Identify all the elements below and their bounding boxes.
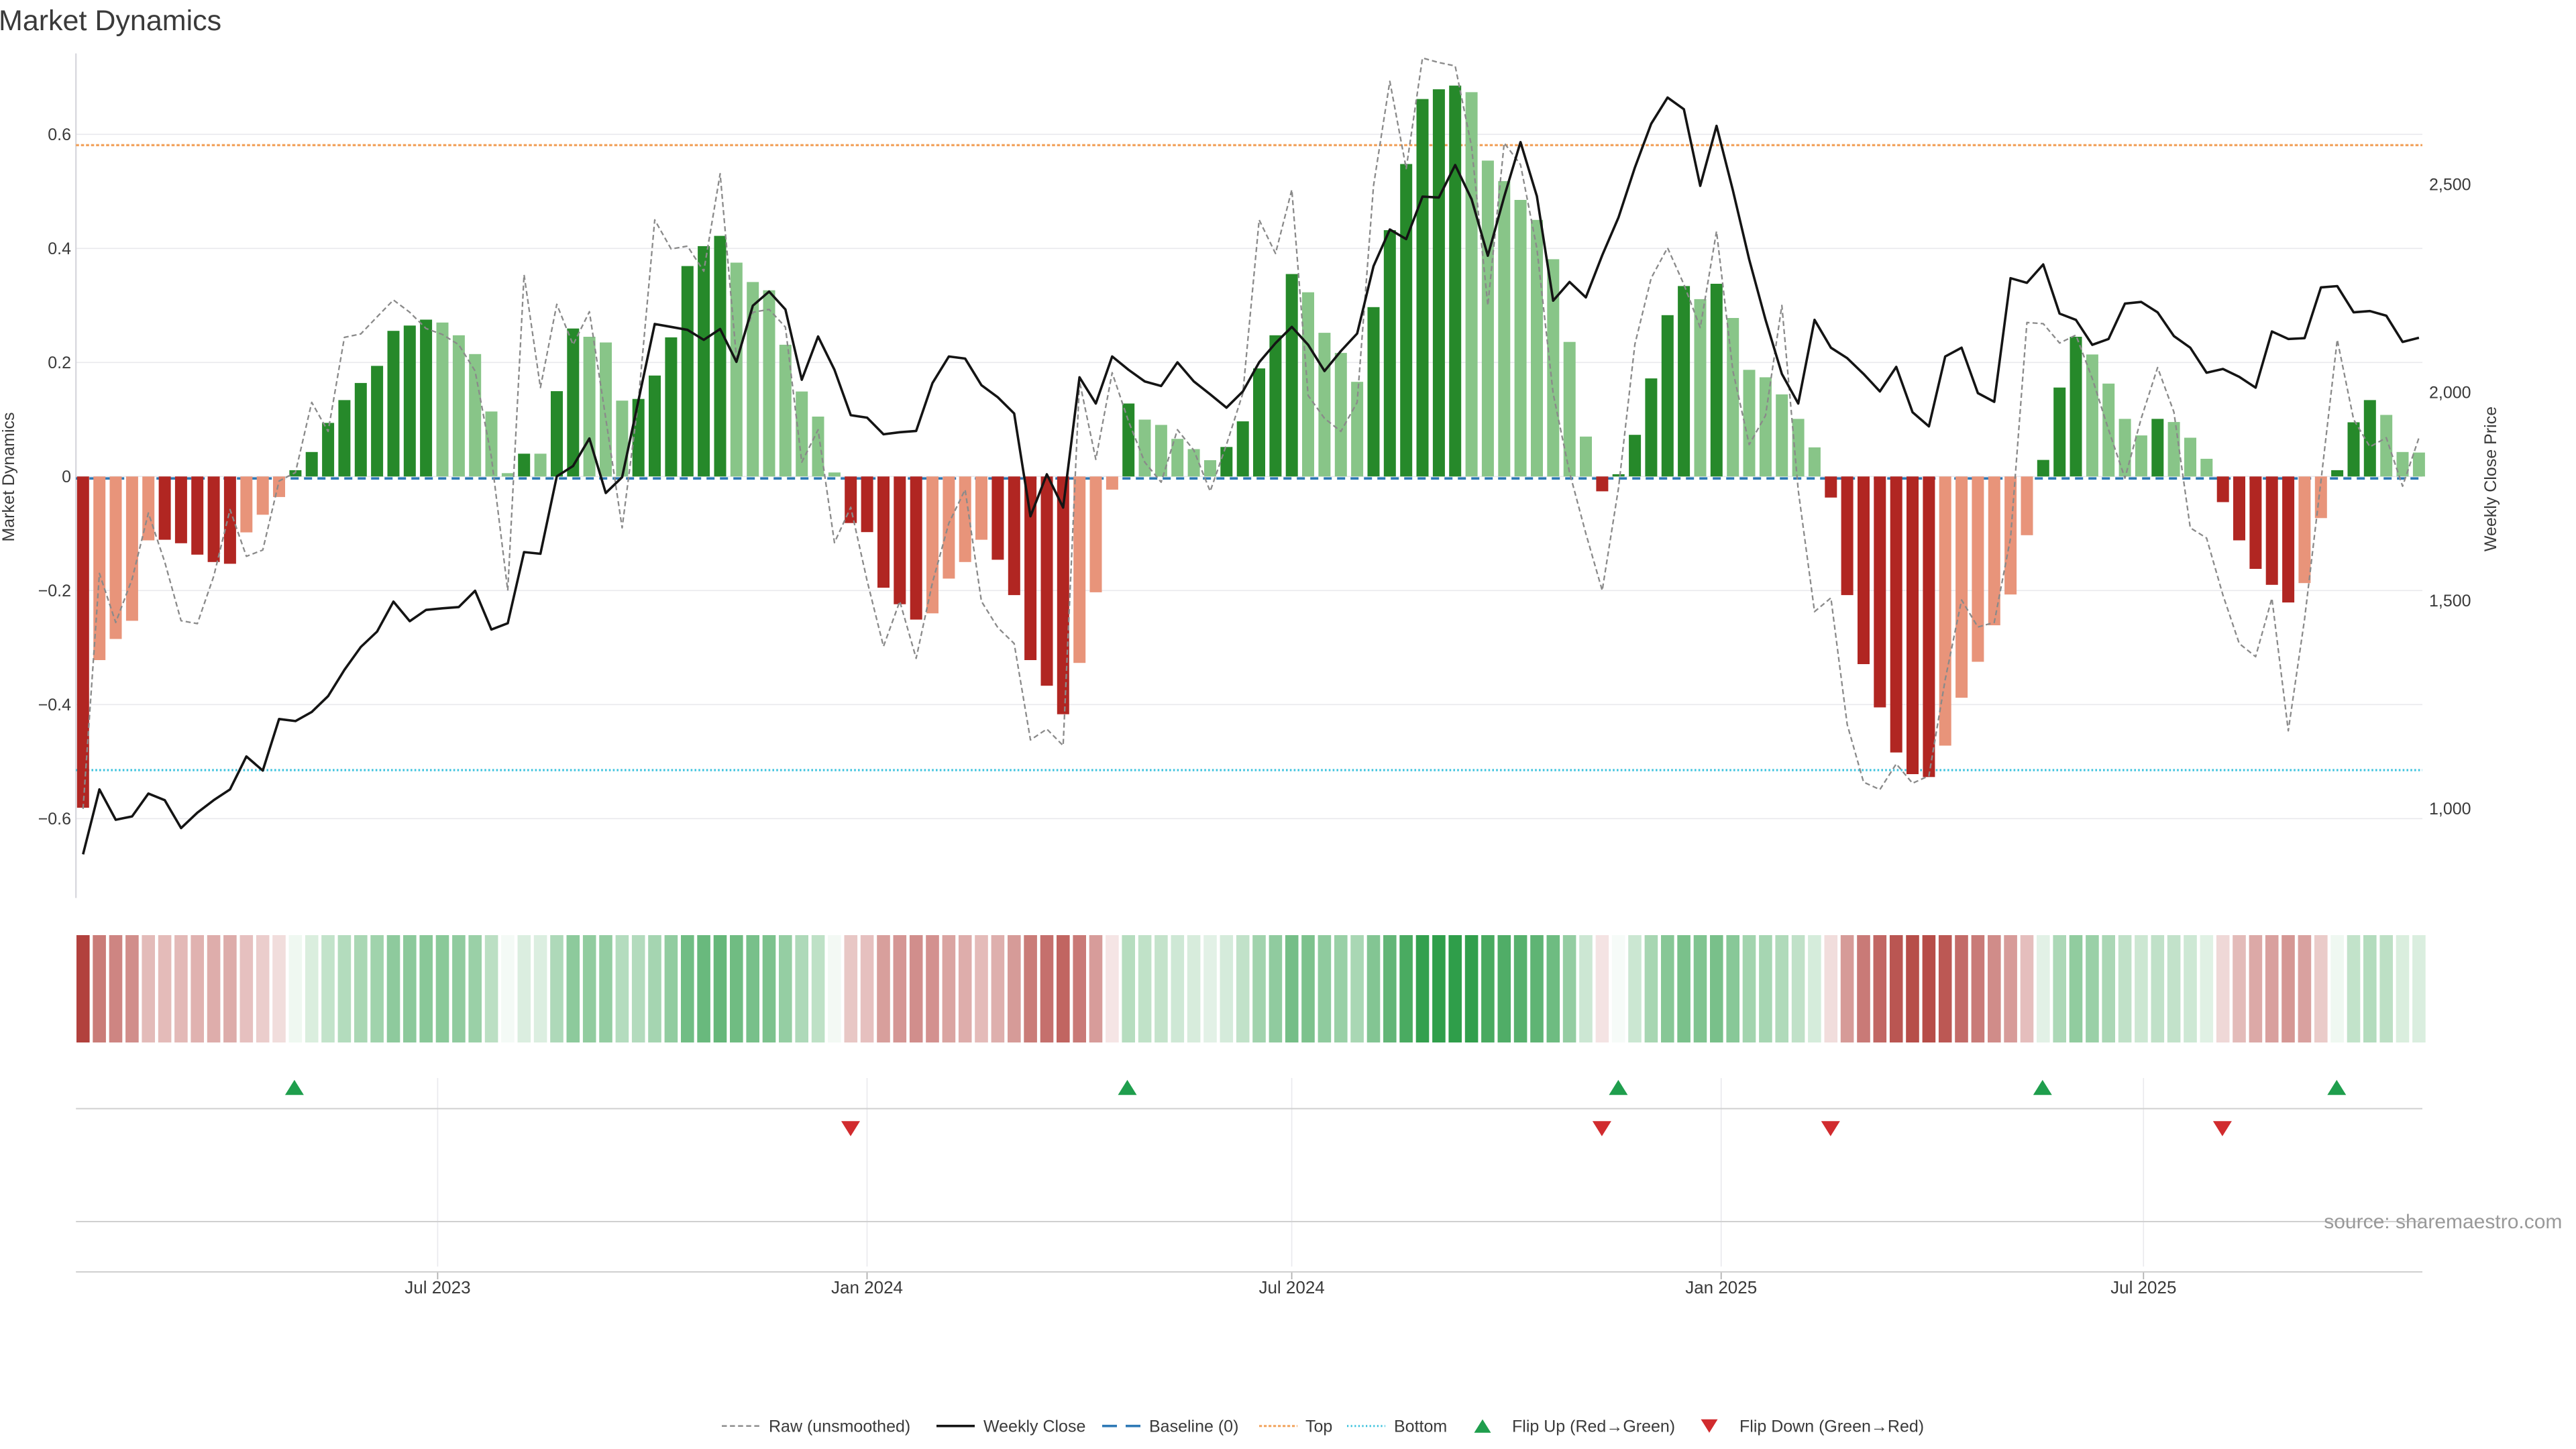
svg-text:Market Dynamics: Market Dynamics [0, 412, 18, 541]
svg-text:Bottom: Bottom [1394, 1417, 1447, 1436]
svg-text:Market Dynamics: Market Dynamics [0, 5, 221, 37]
svg-text:1,500: 1,500 [2429, 592, 2471, 610]
svg-text:0.6: 0.6 [48, 125, 71, 144]
svg-text:Flip Up (Red→Green): Flip Up (Red→Green) [1512, 1417, 1675, 1436]
svg-text:Jul 2024: Jul 2024 [1258, 1277, 1324, 1297]
svg-text:Top: Top [1305, 1417, 1332, 1436]
svg-text:−0.4: −0.4 [38, 696, 71, 714]
svg-text:Raw (unsmoothed): Raw (unsmoothed) [769, 1417, 910, 1436]
svg-text:Flip Down (Green→Red): Flip Down (Green→Red) [1739, 1417, 1924, 1436]
svg-text:0.2: 0.2 [48, 354, 71, 372]
svg-text:2,500: 2,500 [2429, 175, 2471, 194]
svg-text:−0.6: −0.6 [38, 810, 71, 828]
svg-text:Jul 2023: Jul 2023 [405, 1277, 470, 1297]
svg-text:Baseline (0): Baseline (0) [1149, 1417, 1238, 1436]
svg-text:Jan 2024: Jan 2024 [831, 1277, 903, 1297]
svg-text:Weekly Close: Weekly Close [983, 1417, 1085, 1436]
svg-text:0.4: 0.4 [48, 239, 71, 258]
svg-text:Weekly Close Price: Weekly Close Price [2481, 407, 2500, 551]
svg-text:1,000: 1,000 [2429, 800, 2471, 818]
svg-text:Jan 2025: Jan 2025 [1685, 1277, 1757, 1297]
svg-text:source: sharemaestro.com: source: sharemaestro.com [2324, 1211, 2562, 1233]
svg-text:2,000: 2,000 [2429, 384, 2471, 402]
svg-text:−0.2: −0.2 [38, 582, 71, 600]
svg-text:Jul 2025: Jul 2025 [2110, 1277, 2176, 1297]
svg-text:0: 0 [62, 468, 71, 486]
